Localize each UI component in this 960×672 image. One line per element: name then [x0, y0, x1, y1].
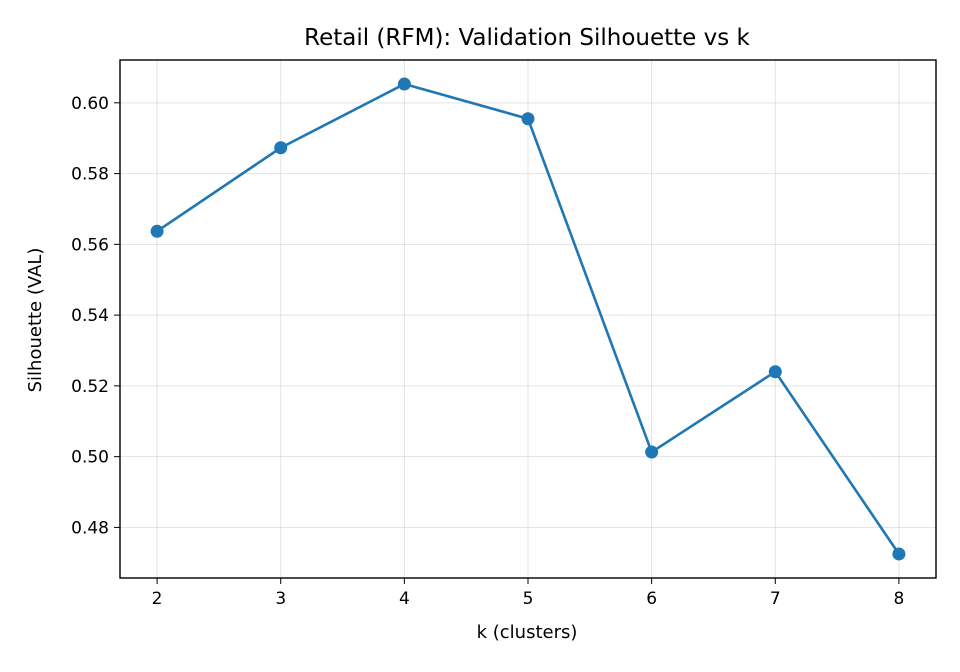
- x-tick-label: 7: [770, 589, 781, 609]
- chart-title: Retail (RFM): Validation Silhouette vs k: [304, 25, 750, 51]
- data-point-k-4: [397, 77, 411, 91]
- y-axis-label: Silhouette (VAL): [25, 248, 46, 393]
- x-tick-label: 5: [523, 589, 534, 609]
- x-tick-label: 4: [399, 589, 410, 609]
- x-tick-label: 8: [893, 589, 904, 609]
- y-tick-label: 0.48: [71, 518, 109, 538]
- x-axis-label: k (clusters): [477, 622, 578, 643]
- data-point-k-2: [150, 224, 164, 238]
- data-point-k-3: [274, 141, 288, 155]
- series-layer: [150, 77, 906, 561]
- y-tick-label: 0.52: [71, 377, 109, 397]
- y-tick-label: 0.60: [71, 94, 109, 114]
- y-tick-label: 0.58: [71, 165, 109, 185]
- data-point-k-5: [521, 112, 535, 126]
- x-tick-label: 6: [646, 589, 657, 609]
- axis-ticks: 2 3 4 5 6 7 8 0.48 0.50 0.52 0.54 0.56 0.58 0.60: [71, 94, 904, 609]
- x-tick-label: 3: [275, 589, 286, 609]
- y-tick-label: 0.50: [71, 448, 109, 468]
- data-point-k-7: [768, 365, 782, 379]
- data-point-k-8: [892, 547, 906, 561]
- y-tick-label: 0.54: [71, 306, 109, 326]
- data-point-k-6: [645, 445, 659, 459]
- grid-lines: [120, 60, 936, 578]
- x-tick-label: 2: [152, 589, 163, 609]
- y-tick-label: 0.56: [71, 235, 109, 255]
